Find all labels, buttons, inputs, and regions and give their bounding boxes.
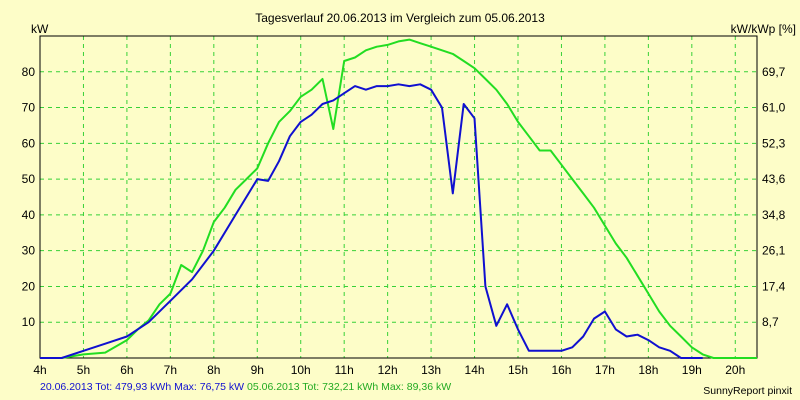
x-tick-label: 8h: [207, 363, 220, 377]
x-tick-label: 13h: [421, 363, 441, 377]
x-tick-label: 19h: [682, 363, 702, 377]
y-tick-label: 40: [22, 208, 36, 222]
x-tick-label: 15h: [508, 363, 528, 377]
x-axis-ticks: 4h 5h 6h 7h 8h 9h 10h 11h 12h 13h 14h 15h 16h 17h 18h 1…: [33, 363, 745, 377]
series-layer: [40, 38, 757, 359]
y2-tick-label: 8,7: [762, 315, 779, 329]
legend-green-stats: 05.06.2013 Tot: 732,21 kWh Max: 89,36 kW: [247, 381, 452, 393]
x-tick-label: 17h: [595, 363, 615, 377]
legend-blue-stats: 20.06.2013 Tot: 479,93 kWh Max: 76,75 kW: [40, 381, 245, 393]
x-tick-label: 14h: [465, 363, 485, 377]
y-tick-label: 50: [22, 172, 36, 186]
x-tick-label: 11h: [335, 363, 354, 377]
y-tick-label: 20: [22, 279, 36, 293]
x-tick-label: 16h: [551, 363, 571, 377]
x-tick-label: 18h: [638, 363, 658, 377]
series-line-05.06.2013: [61, 38, 757, 359]
series-line-20.06.2013: [40, 83, 703, 359]
y-axis-unit-left: kW: [31, 22, 49, 36]
y2-tick-label: 69,7: [762, 65, 786, 79]
y-tick-label: 60: [22, 136, 36, 150]
credit-label: SunnyReport pinxit: [703, 385, 792, 397]
y-tick-label: 70: [22, 101, 36, 115]
y2-tick-label: 34,8: [762, 208, 786, 222]
x-tick-label: 10h: [291, 363, 311, 377]
x-tick-label: 6h: [120, 363, 133, 377]
y-tick-label: 30: [22, 244, 36, 258]
y-tick-label: 80: [22, 65, 36, 79]
x-tick-label: 12h: [378, 363, 398, 377]
y2-tick-label: 52,3: [762, 136, 786, 150]
x-tick-label: 7h: [164, 363, 177, 377]
x-tick-label: 5h: [77, 363, 90, 377]
plot-border: [39, 35, 758, 359]
x-tick-label: 4h: [33, 363, 46, 377]
y2-tick-label: 17,4: [762, 279, 786, 293]
y-tick-label: 10: [22, 315, 36, 329]
chart-title: Tagesverlauf 20.06.2013 im Vergleich zum…: [255, 11, 545, 25]
grid: [40, 36, 757, 358]
x-tick-label: 20h: [725, 363, 745, 377]
y-axis-ticks-left: 10 20 30 40 50 60 70 80: [22, 65, 36, 329]
y2-tick-label: 61,0: [762, 101, 786, 115]
y-axis-ticks-right: 8,7 17,4 26,1 34,8 43,6 52,3 61,0 69,7: [762, 65, 786, 329]
y2-tick-label: 43,6: [762, 172, 786, 186]
plot-frame: [39, 35, 758, 359]
footer-legend: 20.06.2013 Tot: 479,93 kWh Max: 76,75 kW…: [40, 381, 451, 393]
y-axis-unit-right: kW/kWp [%]: [731, 22, 796, 36]
x-tick-label: 9h: [251, 363, 264, 377]
y2-tick-label: 26,1: [762, 244, 786, 258]
